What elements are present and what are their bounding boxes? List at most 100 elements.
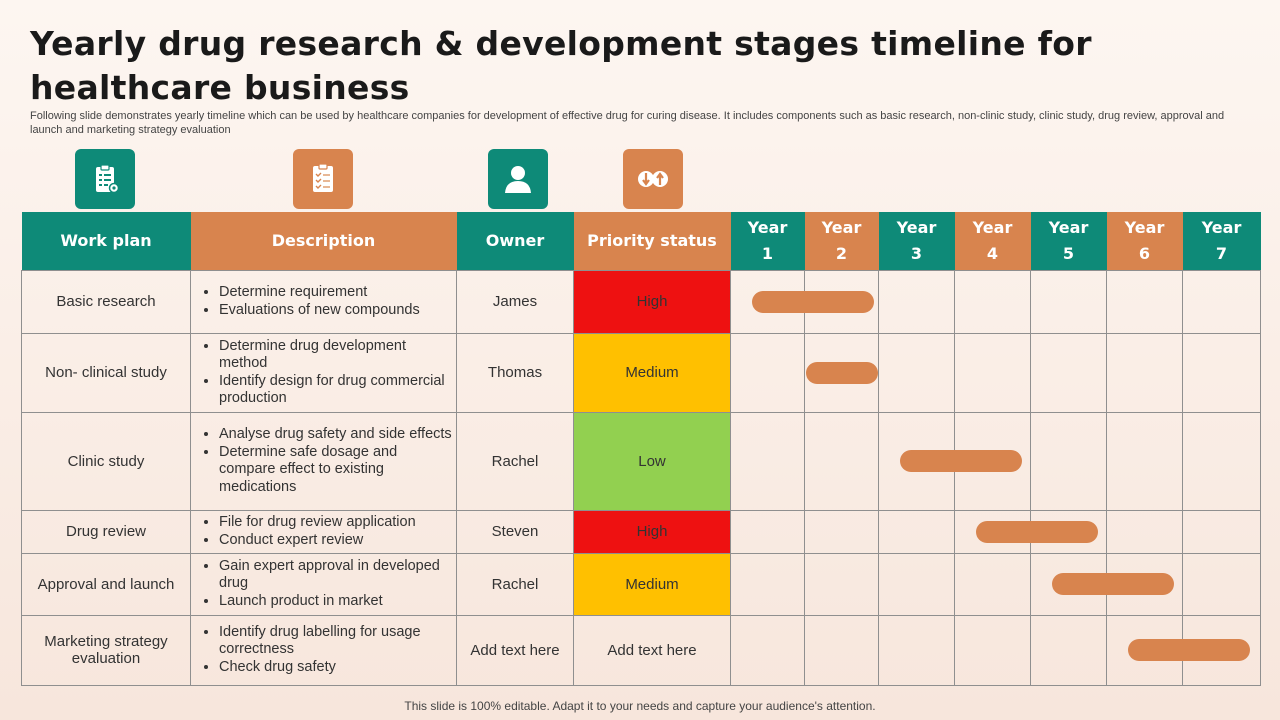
owner-cell: Rachel <box>456 552 574 616</box>
year-cell <box>1106 614 1250 686</box>
year-cell <box>1030 269 1107 334</box>
description-list: File for drug review applicationConduct … <box>191 514 456 549</box>
description-cell: File for drug review applicationConduct … <box>190 509 457 554</box>
description-list: Determine drug development methodIdentif… <box>191 338 456 408</box>
year-cell <box>804 332 879 413</box>
year-cell <box>954 332 1031 413</box>
table-row: Marketing strategy evaluation Identify dr… <box>21 614 1261 686</box>
header-year: Year 3 <box>878 212 955 270</box>
year-cell <box>1030 509 1107 554</box>
table-row: Non- clinical studyDetermine drug develo… <box>21 332 1261 413</box>
year-cell <box>878 411 1022 511</box>
header-year: Year 4 <box>954 212 1031 270</box>
slide-title: Yearly drug research & development stage… <box>30 24 1092 107</box>
description-item: Launch product in market <box>219 593 456 611</box>
year-cell <box>804 411 879 511</box>
work-plan-cell: Marketing strategy evaluation <box>21 614 191 686</box>
year-cell <box>954 411 1031 511</box>
year-cell <box>804 552 879 616</box>
up-down-arrows-icon <box>623 149 683 209</box>
priority-status-cell: Medium <box>573 332 731 413</box>
year-cell <box>804 509 879 554</box>
priority-status-cell: Add text here <box>573 614 731 686</box>
description-item: Evaluations of new compounds <box>219 302 456 320</box>
owner-cell: James <box>456 269 574 334</box>
year-cell <box>730 552 805 616</box>
table-row: Clinic studyAnalyse drug safety and side… <box>21 411 1261 511</box>
owner-cell: Thomas <box>456 332 574 413</box>
person-icon <box>488 149 548 209</box>
year-cell <box>878 509 955 554</box>
year-cell <box>1030 332 1107 413</box>
owner-cell: Rachel <box>456 411 574 511</box>
checklist-icon <box>293 149 353 209</box>
year-cell <box>1106 552 1183 616</box>
slide-subtitle: Following slide demonstrates yearly time… <box>30 110 1225 136</box>
description-cell: Determine drug development methodIdentif… <box>190 332 457 413</box>
description-item: Determine requirement <box>219 284 456 302</box>
year-cell <box>730 509 805 554</box>
work-plan-cell: Basic research <box>21 269 191 334</box>
description-item: Gain expert approval in developed drug <box>219 558 456 593</box>
year-cell <box>954 614 1031 686</box>
year-cell <box>878 614 955 686</box>
year-cell <box>954 269 1031 334</box>
timeline-bar <box>806 361 878 384</box>
year-cell <box>1106 411 1183 511</box>
header-year: Year 7 <box>1182 212 1261 270</box>
description-item: Identify design for drug commercial prod… <box>219 373 456 408</box>
table-row: Approval and launchGain expert approval … <box>21 552 1261 616</box>
table-row: Drug reviewFile for drug review applicat… <box>21 509 1261 554</box>
description-list: Identify drug labelling for usage correc… <box>191 624 456 677</box>
header-year: Year 2 <box>804 212 879 270</box>
year-cell <box>1182 552 1261 616</box>
year-cell <box>1182 332 1261 413</box>
header-year: Year 6 <box>1106 212 1183 270</box>
year-cell <box>1182 614 1261 686</box>
clipboard-gear-icon <box>75 149 135 209</box>
description-item: Identify drug labelling for usage correc… <box>219 624 456 659</box>
description-item: Determine safe dosage and compare effect… <box>219 444 456 497</box>
priority-status-cell: Medium <box>573 552 731 616</box>
description-cell: Gain expert approval in developed drugLa… <box>190 552 457 616</box>
year-cell <box>878 269 955 334</box>
description-item: Analyse drug safety and side effects <box>219 426 456 444</box>
header-year: Year 5 <box>1030 212 1107 270</box>
year-cell <box>1030 614 1107 686</box>
description-list: Determine requirementEvaluations of new … <box>191 284 456 319</box>
year-cell <box>730 411 805 511</box>
description-cell: Identify drug labelling for usage correc… <box>190 614 457 686</box>
header-priority-status: Priority status <box>573 212 731 270</box>
description-list: Gain expert approval in developed drugLa… <box>191 558 456 611</box>
header-owner: Owner <box>456 212 574 270</box>
header-year: Year 1 <box>730 212 805 270</box>
timeline-table: Work plan Description Owner Priority sta… <box>21 212 1261 686</box>
year-cell <box>954 552 1031 616</box>
year-cell <box>804 614 879 686</box>
year-cell <box>1106 332 1183 413</box>
year-cell <box>1030 552 1174 616</box>
year-cell <box>1182 509 1261 554</box>
description-cell: Determine requirementEvaluations of new … <box>190 269 457 334</box>
footer-note: This slide is 100% editable. Adapt it to… <box>404 699 876 713</box>
year-cell <box>804 269 879 334</box>
work-plan-cell: Clinic study <box>21 411 191 511</box>
description-cell: Analyse drug safety and side effectsDete… <box>190 411 457 511</box>
description-item: File for drug review application <box>219 514 456 532</box>
description-item: Check drug safety <box>219 659 456 677</box>
work-plan-cell: Approval and launch <box>21 552 191 616</box>
priority-status-cell: High <box>573 509 731 554</box>
year-cell <box>1106 509 1183 554</box>
year-cell <box>878 332 955 413</box>
year-cell <box>730 269 874 334</box>
year-cell <box>1182 411 1261 511</box>
priority-status-cell: High <box>573 269 731 334</box>
description-item: Conduct expert review <box>219 532 456 550</box>
year-cell <box>1182 269 1261 334</box>
year-cell <box>730 614 805 686</box>
year-cell <box>1106 269 1183 334</box>
year-cell <box>878 552 955 616</box>
work-plan-cell: Non- clinical study <box>21 332 191 413</box>
work-plan-cell: Drug review <box>21 509 191 554</box>
year-cell <box>954 509 1098 554</box>
